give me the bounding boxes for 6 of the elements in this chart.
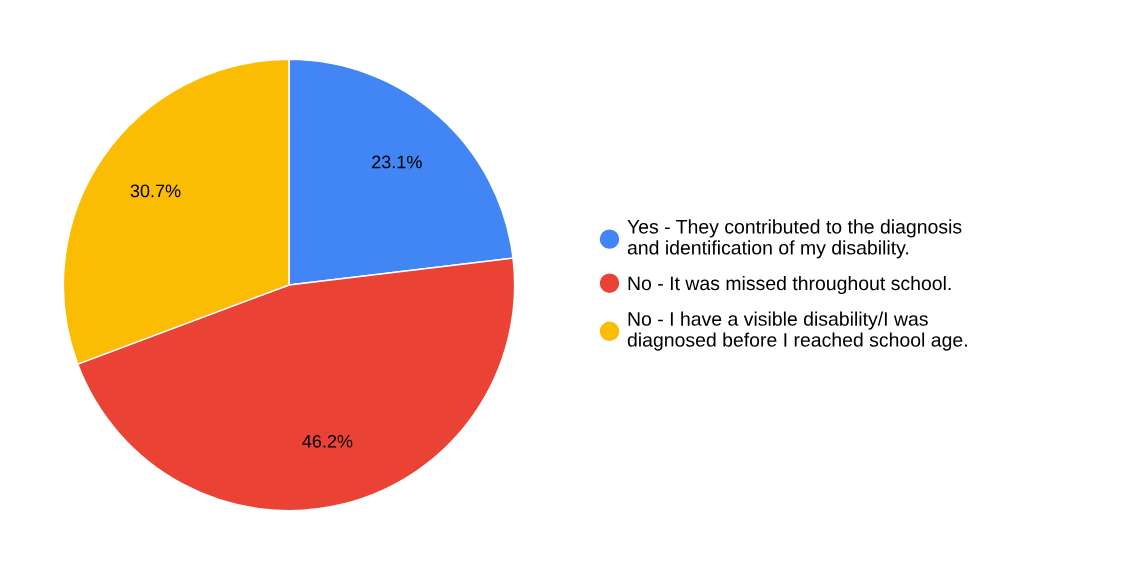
data-label: 30.7% <box>130 184 181 198</box>
data-label: 46.2% <box>302 434 353 448</box>
data-label: 23.1% <box>372 155 422 169</box>
legend-label: No - It was missed throughout school. <box>628 275 951 295</box>
legend-label: No - I have a visible disability/I was diagnosed before I reached school age. <box>627 311 967 351</box>
legend-label: Yes - They contributed to the diagnosis and identification of my disability. <box>627 219 962 259</box>
